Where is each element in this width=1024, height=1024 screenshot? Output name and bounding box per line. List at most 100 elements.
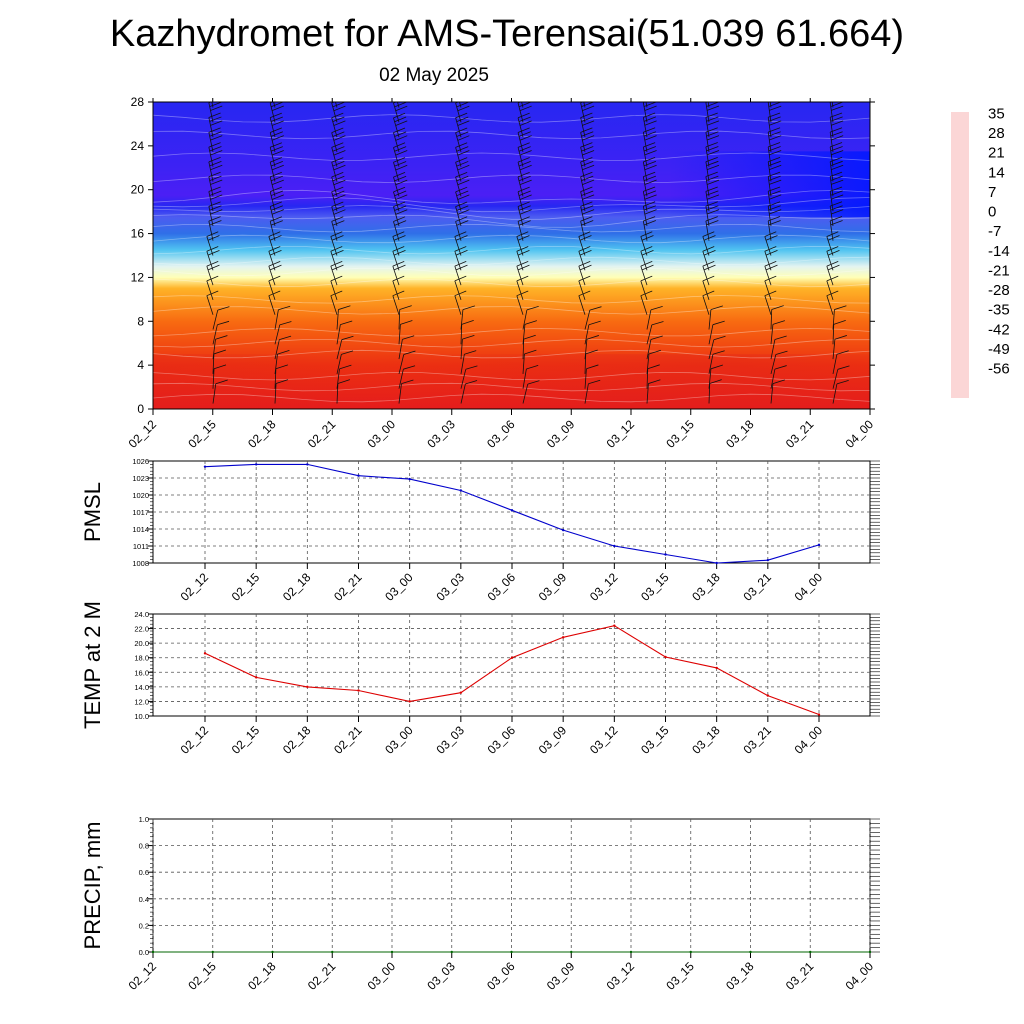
wind-barb [640, 260, 654, 286]
x-tick-label: 02_15 [229, 723, 263, 757]
contour-line [153, 114, 870, 123]
wind-barb [895, 306, 910, 329]
data-point [561, 528, 565, 532]
surface-warm-overlay [153, 354, 870, 409]
colorbar-label: -21 [988, 262, 1010, 279]
y-tick-label: 12.0 [134, 697, 149, 706]
data-point [613, 624, 616, 627]
colorbar-label: -28 [988, 282, 1010, 299]
wind-barb [642, 102, 657, 123]
wind-barb [392, 275, 405, 301]
wind-barb [392, 290, 405, 315]
colorbar-label: -49 [988, 341, 1010, 358]
wind-barb [580, 171, 595, 197]
wind-barb [212, 349, 226, 374]
wind-barb [516, 260, 530, 286]
y-tick-label: 1020 [132, 491, 149, 500]
wind-barb [206, 260, 220, 286]
y-tick-label: 20.0 [134, 639, 149, 648]
wind-barb [646, 321, 664, 345]
heatmap-x-tick-label: 03_12 [604, 417, 638, 451]
data-point [203, 652, 207, 655]
wind-barb [393, 172, 408, 197]
wind-barb [392, 246, 406, 271]
wind-barb [892, 128, 905, 152]
wind-barb [336, 379, 350, 404]
wind-barb [640, 246, 654, 271]
y-axis-title: PMSL [80, 482, 105, 542]
wind-barb [454, 275, 467, 301]
contour-line [153, 339, 870, 348]
wind-barb [826, 231, 840, 256]
wind-barb [336, 350, 354, 375]
colorbar-label: 28 [988, 125, 1005, 142]
wind-barb [578, 231, 592, 256]
wind-barb [895, 335, 908, 359]
y-tick-label: 10.0 [134, 712, 149, 721]
panel-frame [152, 613, 871, 717]
y-tick-label: 18.0 [134, 654, 149, 663]
y-axis-title: PRECIP, mm [80, 822, 105, 950]
wind-barb [826, 260, 840, 286]
wind-barb [393, 142, 408, 167]
x-tick-label: 03_06 [485, 723, 519, 757]
wind-barb [274, 305, 291, 330]
colorbar-label: -56 [988, 361, 1010, 378]
heatmap-x-tick-label: 03_15 [663, 417, 697, 451]
wind-barb [702, 246, 716, 271]
wind-barb [640, 275, 653, 301]
contour-line [153, 371, 870, 381]
wind-barb [580, 127, 595, 152]
wind-barb [455, 142, 470, 167]
contour-line [153, 214, 870, 228]
wind-barb [212, 364, 227, 389]
wind-barb [578, 290, 591, 315]
x-tick-label: 03_18 [723, 959, 757, 993]
x-tick-label: 02_21 [305, 959, 339, 993]
x-tick-label: 02_18 [280, 723, 314, 757]
wind-barb [392, 260, 406, 286]
wind-barb [398, 335, 415, 360]
wind-barb [646, 379, 661, 404]
wind-barb [331, 142, 346, 167]
wind-barb [580, 112, 595, 138]
wind-barb [642, 201, 657, 226]
wind-barb [578, 275, 591, 301]
heatmap-x-tick-label: 04_00 [843, 417, 877, 451]
wind-barb [522, 320, 537, 345]
wind-barb [330, 246, 344, 271]
wind-barb [269, 157, 284, 182]
heatmap-x-tick-label: 03_03 [424, 417, 458, 451]
panel-frame [152, 460, 871, 564]
wind-barb [331, 112, 346, 138]
wind-barb [335, 102, 338, 108]
x-tick-label: 03_12 [587, 570, 621, 604]
heatmap-y-tick-label: 24 [131, 139, 145, 153]
wind-barb [707, 102, 710, 108]
data-point [203, 465, 207, 468]
heatmap-x-tick-label: 02_15 [185, 417, 219, 451]
wind-barb [702, 260, 716, 286]
wind-barb [826, 275, 839, 301]
wind-barb [516, 290, 529, 315]
contour-line [153, 393, 870, 403]
wind-barb [273, 102, 276, 108]
wind-barb [642, 127, 657, 152]
wind-barb [640, 231, 654, 256]
data-point [211, 950, 214, 954]
wind-barb [212, 306, 230, 330]
wind-barb [580, 142, 595, 167]
wind-barb [708, 320, 725, 345]
data-point [151, 950, 155, 954]
wind-barb [269, 112, 284, 138]
wind-barb [331, 216, 345, 241]
wind-barb [268, 260, 282, 286]
wind-barb [208, 127, 223, 152]
wind-barb [764, 275, 777, 301]
x-tick-label: 04_00 [843, 959, 877, 993]
x-tick-label: 03_09 [536, 723, 570, 757]
heatmap-y-tick-label: 0 [137, 402, 144, 416]
temp-panel: 10.0 12.0 14.0 16.0 18.0 20.0 22.0 24.0 02_12 02_… [80, 601, 880, 757]
wind-barb [892, 113, 905, 137]
heatmap-x-tick-label: 02_18 [245, 417, 279, 451]
